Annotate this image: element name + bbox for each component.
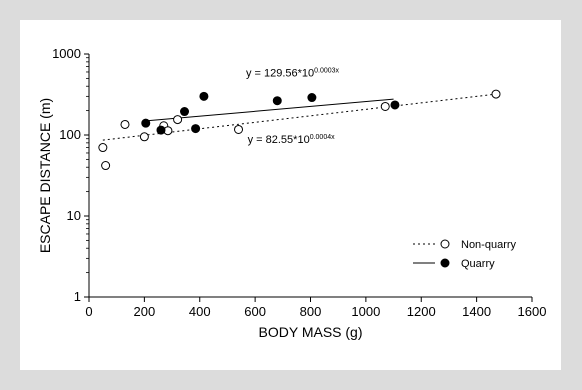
data-points (98, 89, 501, 171)
x-tick-label: 0 (85, 304, 92, 319)
non-quarry-point (173, 115, 183, 125)
quarry-point (307, 93, 317, 103)
fit-equation-label: y = 82.55*100.0004x (248, 134, 336, 146)
legend-label: Quarry (461, 258, 495, 270)
legend-marker-quarry (440, 258, 450, 268)
x-tick-label: 400 (189, 304, 211, 319)
fit-equation-label: y = 129.56*100.0003x (246, 67, 340, 79)
quarry-point (191, 124, 201, 134)
quarry-point (199, 91, 209, 101)
x-tick-label: 1600 (518, 304, 547, 319)
non-quarry-point (120, 119, 130, 129)
quarry-point (141, 118, 151, 128)
quarry-point (390, 100, 400, 110)
y-tick-label: 1 (74, 289, 81, 304)
legend: Non-quarry Quarry (413, 239, 517, 270)
non-quarry-point (101, 161, 111, 171)
legend-marker-non-quarry (440, 239, 450, 249)
chart-panel: 0 200 400 600 800 1000 1200 1400 1600 1 10 100 1000 … (20, 20, 561, 370)
y-tick-label: 100 (59, 127, 81, 142)
non-quarry-point (234, 124, 244, 134)
legend-label: Non-quarry (461, 239, 517, 251)
x-tick-label: 1000 (351, 304, 380, 319)
x-tick-label: 200 (134, 304, 156, 319)
quarry-point (180, 107, 190, 117)
x-tick-label: 600 (244, 304, 266, 319)
axes: 0 200 400 600 800 1000 1200 1400 1600 1 10 100 1000 (52, 46, 546, 319)
x-tick-label: 1200 (407, 304, 436, 319)
non-quarry-point (491, 89, 501, 99)
labels: BODY MASS (g) ESCAPE DISTANCE (m) y = 82.5… (37, 67, 363, 340)
fit-equation-base: y = 129.56*10 (246, 67, 314, 79)
scatter-chart: 0 200 400 600 800 1000 1200 1400 16001101001000 … (37, 46, 546, 340)
y-tick-label: 1000 (52, 46, 81, 61)
fit-line-quarry (144, 98, 394, 122)
y-axis-title: ESCAPE DISTANCE (m) (37, 98, 53, 253)
quarry-point (272, 96, 282, 106)
quarry-point (156, 125, 166, 135)
x-tick-label: 1400 (462, 304, 491, 319)
non-quarry-point (139, 132, 149, 142)
non-quarry-point (98, 143, 108, 153)
x-tick-label: 800 (300, 304, 322, 319)
non-quarry-point (380, 101, 390, 111)
x-axis-title: BODY MASS (g) (259, 324, 363, 340)
y-tick-label: 10 (67, 208, 81, 223)
fit-equation-exponent: 0.0003x (314, 67, 339, 74)
fit-equation-exponent: 0.0004x (310, 134, 335, 141)
fit-equation-base: y = 82.55*10 (248, 134, 310, 146)
